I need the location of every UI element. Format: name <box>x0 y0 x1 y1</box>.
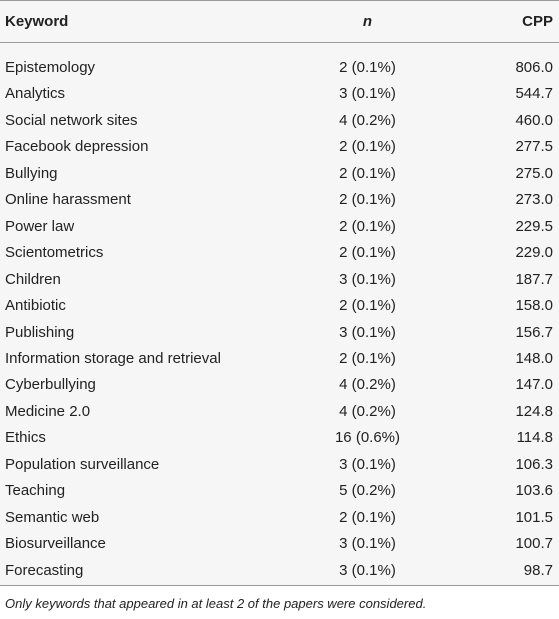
table-cell: 3 (0.1%) <box>339 270 396 288</box>
table: Keyword n CPP Epistemology 2 (0.1%) 806.0 A… <box>0 0 559 586</box>
table-cell: 106.3 <box>515 455 553 473</box>
table-cell: Publishing <box>5 323 75 341</box>
table-cell: 114.8 <box>516 429 553 447</box>
table-cell: 148.0 <box>515 349 553 367</box>
table-cell: Population surveillance <box>5 455 160 473</box>
table-cell: 147.0 <box>515 376 553 394</box>
table-cell: 460.0 <box>515 111 553 129</box>
footnote: Only keywords that appeared in at least … <box>5 596 427 611</box>
table-cell: 277.5 <box>515 138 553 156</box>
table-cell: 2 (0.1%) <box>339 244 396 262</box>
table-cell: Cyberbullying <box>5 376 96 394</box>
table-cell: 229.0 <box>515 244 553 262</box>
table-cell: 2 (0.1%) <box>339 297 396 315</box>
table-cell: 156.7 <box>515 323 553 341</box>
table-cell: 158.0 <box>515 297 553 315</box>
table-cell: Epistemology <box>5 59 96 76</box>
table-cell: 100.7 <box>515 535 553 553</box>
table-cell: Ethics <box>5 429 46 447</box>
table-cell: 2 (0.1%) <box>339 191 396 209</box>
table-cell: Medicine 2.0 <box>5 402 91 420</box>
header-cell: n <box>362 13 373 30</box>
header-cell: CPP <box>522 13 553 30</box>
table-cell: 187.7 <box>515 270 553 288</box>
table-cell: Forecasting <box>5 561 84 579</box>
table-cell: 229.5 <box>515 217 553 235</box>
table-cell: Children <box>5 270 61 288</box>
table-cell: 4 (0.2%) <box>339 376 396 394</box>
table-cell: 3 (0.1%) <box>339 561 396 579</box>
table-cell: 98.7 <box>523 561 553 579</box>
table-cell: Teaching <box>5 482 66 500</box>
table-cell: 2 (0.1%) <box>339 138 396 156</box>
table-cell: 544.7 <box>515 85 553 103</box>
header-rule <box>0 42 559 43</box>
table-cell: Antibiotic <box>5 297 66 315</box>
table-cell: Information storage and retrieval <box>5 349 221 367</box>
table-cell: 4 (0.2%) <box>339 402 396 420</box>
table-cell: 806.0 <box>515 59 553 76</box>
table-cell: 5 (0.2%) <box>339 482 396 500</box>
table-cell: 16 (0.6%) <box>334 429 401 447</box>
table-cell: 273.0 <box>515 191 553 209</box>
table-cell: 3 (0.1%) <box>339 455 396 473</box>
table-cell: 2 (0.1%) <box>339 59 396 76</box>
table-cell: 3 (0.1%) <box>339 85 396 103</box>
table-cell: 275.0 <box>515 164 553 182</box>
table-cell: 2 (0.1%) <box>339 164 396 182</box>
table-cell: 2 (0.1%) <box>339 349 396 367</box>
table-cell: 124.8 <box>515 402 553 420</box>
table-cell: 2 (0.1%) <box>339 217 396 235</box>
table-cell: Biosurveillance <box>5 535 106 553</box>
header-cell: Keyword <box>5 13 69 30</box>
table-cell: Analytics <box>5 85 66 103</box>
table-cell: 3 (0.1%) <box>339 323 396 341</box>
table-cell: Online harassment <box>5 191 131 209</box>
table-cell: Power law <box>5 217 75 235</box>
table-cell: 4 (0.2%) <box>339 111 396 129</box>
table-cell: 101.5 <box>515 508 553 526</box>
table-cell: Bullying <box>5 164 58 182</box>
table-cell: Social network sites <box>5 111 138 129</box>
table-cell: 2 (0.1%) <box>339 508 396 526</box>
table-cell: 103.6 <box>515 482 553 500</box>
table-cell: Facebook depression <box>5 138 149 156</box>
table-cell: Semantic web <box>5 508 100 526</box>
table-cell: Scientometrics <box>5 244 104 262</box>
table-cell: 3 (0.1%) <box>339 535 396 553</box>
